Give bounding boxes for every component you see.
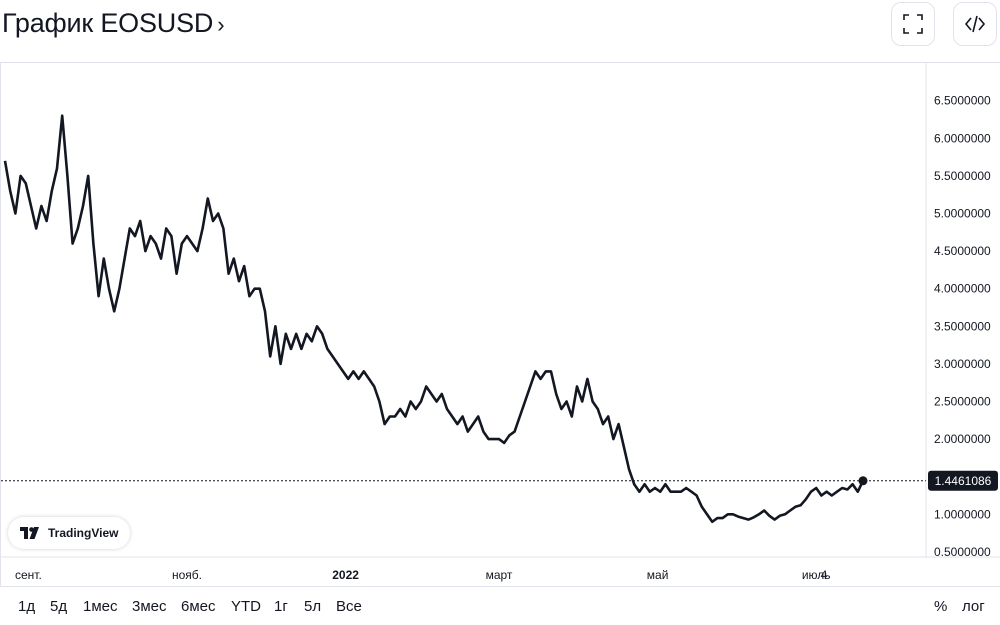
tradingview-watermark[interactable]: TradingView	[8, 517, 131, 549]
price-tick-label: 3.0000000	[934, 357, 991, 371]
price-tick-label: 2.0000000	[934, 432, 991, 446]
price-tick-label: 6.0000000	[934, 131, 991, 145]
last-price-label-text: 1.4461086	[935, 474, 992, 488]
price-tick-label: 6.5000000	[934, 94, 991, 108]
chart-container[interactable]: 6.5000000 6.0000000 5.5000000 5.0000000 4.50…	[0, 62, 1000, 587]
last-price-label-bg	[928, 470, 998, 491]
chevron-right-icon[interactable]: ›	[217, 12, 225, 37]
percent-scale-toggle[interactable]: %	[934, 598, 948, 615]
price-tick-label: 3.5000000	[934, 319, 991, 333]
last-price-label: 1.4461086	[928, 470, 998, 491]
series-line	[3, 114, 865, 524]
price-tick-label: 0.5000000	[934, 545, 991, 559]
code-icon	[964, 15, 986, 33]
time-tick-label: сент.	[15, 568, 42, 582]
time-tick-label: нояб.	[172, 568, 202, 582]
range-1m[interactable]: 1мес	[83, 598, 118, 615]
time-tick-label: май	[647, 568, 669, 582]
range-selector: 1д 5д 1мес 3мес 6мес YTD 1г 5л Все % лог	[0, 590, 1000, 624]
range-5d[interactable]: 5д	[50, 598, 68, 615]
log-scale-toggle[interactable]: лог	[962, 598, 985, 615]
range-1d[interactable]: 1д	[18, 598, 36, 615]
time-tick-label: 4	[821, 568, 828, 582]
header: График EOSUSD ›	[0, 0, 1000, 58]
range-1y[interactable]: 1г	[274, 598, 288, 615]
fullscreen-button[interactable]	[891, 2, 935, 46]
page-title[interactable]: График EOSUSD ›	[2, 8, 225, 38]
embed-code-button[interactable]	[953, 2, 997, 46]
fullscreen-icon	[903, 14, 923, 34]
price-tick-label: 2.5000000	[934, 395, 991, 409]
tradingview-label: TradingView	[48, 526, 119, 540]
last-price-dot	[858, 476, 868, 486]
price-tick-label: 5.0000000	[934, 207, 991, 221]
price-tick-label: 4.0000000	[934, 282, 991, 296]
tradingview-logo-icon	[20, 527, 42, 539]
price-tick-label: 1.0000000	[934, 507, 991, 521]
range-3m[interactable]: 3мес	[132, 598, 167, 615]
range-6m[interactable]: 6мес	[181, 598, 216, 615]
price-tick-label: 4.5000000	[934, 244, 991, 258]
price-chart[interactable]: 6.5000000 6.0000000 5.5000000 5.0000000 4.50…	[1, 63, 1000, 588]
range-5y[interactable]: 5л	[304, 598, 322, 615]
range-ytd[interactable]: YTD	[231, 598, 261, 615]
time-tick-label: март	[486, 568, 513, 582]
time-tick-label: июль	[802, 568, 831, 582]
time-tick-label: 2022	[332, 568, 359, 582]
range-all[interactable]: Все	[336, 598, 362, 615]
price-axis[interactable]: 6.5000000 6.0000000 5.5000000 5.0000000 4.50…	[934, 94, 991, 559]
price-tick-label: 5.5000000	[934, 169, 991, 183]
